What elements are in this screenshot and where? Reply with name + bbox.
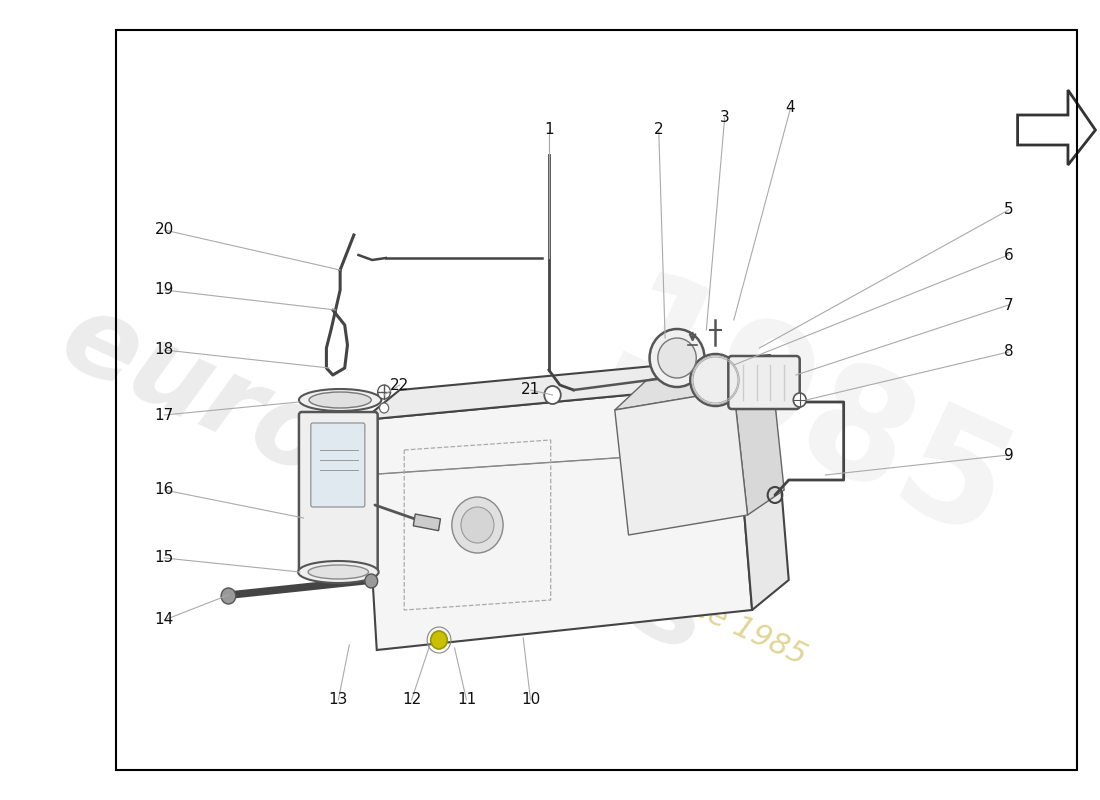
Ellipse shape: [658, 338, 696, 378]
Text: 13: 13: [329, 693, 348, 707]
Circle shape: [461, 507, 494, 543]
Text: 4: 4: [785, 101, 795, 115]
FancyBboxPatch shape: [299, 412, 377, 573]
Text: 21: 21: [521, 382, 540, 398]
Text: 2: 2: [653, 122, 663, 138]
Circle shape: [431, 631, 448, 649]
Circle shape: [452, 497, 503, 553]
Text: 7: 7: [1003, 298, 1013, 313]
Text: 5: 5: [1003, 202, 1013, 218]
FancyBboxPatch shape: [311, 423, 365, 507]
Polygon shape: [615, 360, 770, 410]
Text: 10: 10: [521, 693, 540, 707]
Text: 11: 11: [456, 693, 476, 707]
Polygon shape: [734, 360, 784, 515]
Polygon shape: [363, 385, 752, 650]
Polygon shape: [615, 390, 748, 535]
Ellipse shape: [691, 354, 740, 406]
FancyBboxPatch shape: [728, 356, 800, 409]
Text: 14: 14: [155, 613, 174, 627]
Polygon shape: [734, 355, 789, 610]
Circle shape: [793, 393, 806, 407]
Ellipse shape: [309, 392, 372, 408]
Ellipse shape: [308, 565, 369, 579]
Circle shape: [365, 574, 377, 588]
Text: 3: 3: [719, 110, 729, 126]
Text: 6: 6: [1003, 247, 1013, 262]
Text: eurospares: eurospares: [45, 283, 727, 677]
Circle shape: [377, 385, 390, 399]
Ellipse shape: [299, 389, 382, 411]
Text: 1: 1: [544, 122, 553, 138]
Ellipse shape: [298, 561, 378, 583]
Text: 19: 19: [155, 282, 174, 298]
Text: 22: 22: [390, 378, 409, 393]
Text: 18: 18: [155, 342, 174, 358]
Circle shape: [544, 386, 561, 404]
Text: 1985: 1985: [583, 262, 1031, 578]
Bar: [414, 514, 440, 530]
Polygon shape: [363, 355, 770, 420]
Text: a passion for parts since 1985: a passion for parts since 1985: [382, 450, 812, 670]
Text: 20: 20: [155, 222, 174, 238]
Text: 16: 16: [155, 482, 174, 498]
Text: 8: 8: [1003, 345, 1013, 359]
Circle shape: [379, 403, 388, 413]
Text: 15: 15: [155, 550, 174, 566]
Text: 17: 17: [155, 407, 174, 422]
Text: 12: 12: [402, 693, 421, 707]
Circle shape: [221, 588, 235, 604]
Text: 9: 9: [1003, 447, 1013, 462]
Ellipse shape: [650, 329, 704, 387]
